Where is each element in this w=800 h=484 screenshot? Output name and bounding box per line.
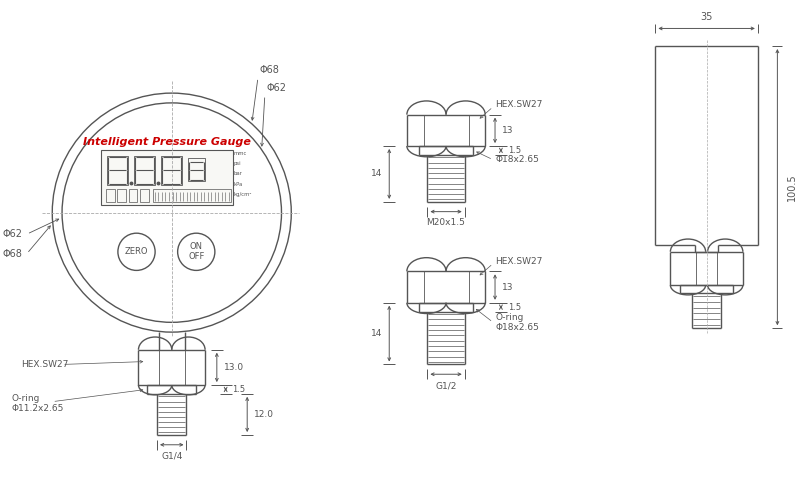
Text: kg/cm²: kg/cm² [234,192,252,197]
Text: Φ68: Φ68 [3,249,23,259]
Text: O-ring
Φ11.2x2.65: O-ring Φ11.2x2.65 [11,394,63,413]
Bar [106,189,115,202]
Text: 14: 14 [371,329,382,338]
Text: Φ68: Φ68 [260,65,280,76]
Text: kPa: kPa [234,182,242,187]
Bar [188,158,205,182]
Bar [134,156,154,185]
Text: Φ18x2.65: Φ18x2.65 [495,155,539,164]
Text: Intelligent Pressure Gauge: Intelligent Pressure Gauge [83,137,251,147]
Text: bar: bar [234,171,242,177]
Bar [102,150,234,205]
Bar [118,189,126,202]
Text: HEX.SW27: HEX.SW27 [21,360,68,369]
Bar [153,189,230,202]
Text: ZERO: ZERO [125,247,148,257]
Text: G1/4: G1/4 [161,452,182,461]
Text: psi: psi [234,161,241,166]
Text: Φ62: Φ62 [3,229,23,239]
Text: 100.5: 100.5 [787,173,797,201]
Text: 14: 14 [371,169,382,179]
Text: mmc: mmc [234,151,247,156]
Text: 1.5: 1.5 [508,146,521,155]
Text: 1.5: 1.5 [233,385,246,394]
Text: 13: 13 [502,283,514,291]
Text: HEX.SW27: HEX.SW27 [495,100,542,109]
Text: Φ62: Φ62 [266,83,286,93]
Text: 1.5: 1.5 [508,302,521,312]
Text: 13.0: 13.0 [224,363,244,372]
Text: M20x1.5: M20x1.5 [426,218,466,227]
Text: 35: 35 [701,12,713,22]
Text: ON
OFF: ON OFF [188,242,205,261]
Text: G1/2: G1/2 [435,381,457,390]
Bar [140,189,149,202]
Text: O-ring
Φ18x2.65: O-ring Φ18x2.65 [495,313,539,332]
Text: 13: 13 [502,126,514,135]
Bar [107,156,128,185]
Bar [129,189,138,202]
Text: 12.0: 12.0 [254,410,274,419]
Text: HEX.SW27: HEX.SW27 [495,257,542,266]
Bar [161,156,182,185]
